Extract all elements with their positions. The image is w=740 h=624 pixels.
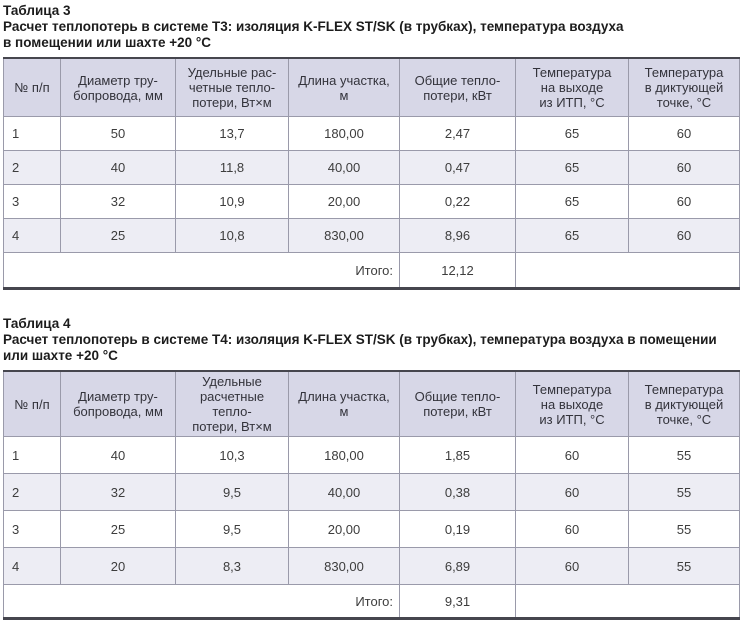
cell-specific-loss: 8,3 bbox=[175, 547, 289, 585]
cell-num: 1 bbox=[3, 436, 61, 474]
table4-description: Расчет теплопотерь в системе Т4: изоляци… bbox=[3, 332, 717, 363]
cell-total-loss: 6,89 bbox=[399, 547, 516, 585]
col-header-section-length: Длина участка, м bbox=[288, 57, 400, 117]
total-value-cell: 12,12 bbox=[399, 252, 516, 289]
cell-temp-dict: 60 bbox=[628, 218, 740, 253]
table4-heat-loss: № п/п Диаметр тру- бопровода, мм Удельны… bbox=[3, 370, 740, 620]
cell-specific-loss: 13,7 bbox=[175, 116, 289, 151]
total-label-cell: Итого: bbox=[3, 252, 400, 289]
cell-diameter: 20 bbox=[60, 547, 176, 585]
total-empty-cell bbox=[515, 584, 740, 619]
cell-diameter: 25 bbox=[60, 218, 176, 253]
col-header-total-heat-loss: Общие тепло- потери, кВт bbox=[399, 57, 516, 117]
table3-section: Таблица 3 Расчет теплопотерь в системе Т… bbox=[3, 3, 740, 290]
cell-temp-out: 65 bbox=[515, 218, 629, 253]
cell-total-loss: 0,22 bbox=[399, 184, 516, 219]
cell-temp-dict: 55 bbox=[628, 547, 740, 585]
cell-total-loss: 0,47 bbox=[399, 150, 516, 185]
col-header-pipe-diameter: Диаметр тру- бопровода, мм bbox=[60, 57, 176, 117]
table4-header-row: № п/п Диаметр тру- бопровода, мм Удельны… bbox=[3, 370, 740, 437]
cell-length: 20,00 bbox=[288, 510, 400, 548]
cell-temp-out: 60 bbox=[515, 547, 629, 585]
cell-temp-out: 60 bbox=[515, 473, 629, 511]
col-header-temp-dictating-point: Температура в диктующей точке, °С bbox=[628, 57, 740, 117]
cell-num: 4 bbox=[3, 218, 61, 253]
cell-length: 20,00 bbox=[288, 184, 400, 219]
table3-header-row: № п/п Диаметр тру- бопровода, мм Удельны… bbox=[3, 57, 740, 117]
cell-temp-out: 65 bbox=[515, 116, 629, 151]
cell-length: 40,00 bbox=[288, 150, 400, 185]
cell-diameter: 50 bbox=[60, 116, 176, 151]
cell-specific-loss: 10,3 bbox=[175, 436, 289, 474]
col-header-temp-itp-outlet: Температура на выходе из ИТП, °С bbox=[515, 57, 629, 117]
table-row: 3 25 9,5 20,00 0,19 60 55 bbox=[3, 510, 740, 548]
cell-total-loss: 8,96 bbox=[399, 218, 516, 253]
col-header-num: № п/п bbox=[3, 57, 61, 117]
table3-heat-loss: № п/п Диаметр тру- бопровода, мм Удельны… bbox=[3, 57, 740, 290]
table4-section: Таблица 4 Расчет теплопотерь в системе Т… bbox=[3, 316, 740, 620]
table-row: 1 40 10,3 180,00 1,85 60 55 bbox=[3, 436, 740, 474]
col-header-total-heat-loss: Общие тепло- потери, кВт bbox=[399, 370, 516, 437]
table-row: 1 50 13,7 180,00 2,47 65 60 bbox=[3, 116, 740, 151]
cell-num: 1 bbox=[3, 116, 61, 151]
section-spacer bbox=[3, 290, 740, 316]
cell-length: 40,00 bbox=[288, 473, 400, 511]
cell-num: 3 bbox=[3, 510, 61, 548]
total-label-cell: Итого: bbox=[3, 584, 400, 619]
cell-temp-dict: 60 bbox=[628, 184, 740, 219]
cell-diameter: 25 bbox=[60, 510, 176, 548]
total-row: Итого: 9,31 bbox=[3, 584, 740, 619]
cell-temp-out: 60 bbox=[515, 436, 629, 474]
cell-diameter: 40 bbox=[60, 436, 176, 474]
table-row: 3 32 10,9 20,00 0,22 65 60 bbox=[3, 184, 740, 219]
cell-temp-dict: 55 bbox=[628, 473, 740, 511]
col-header-num: № п/п bbox=[3, 370, 61, 437]
cell-temp-out: 65 bbox=[515, 184, 629, 219]
table-row: 2 40 11,8 40,00 0,47 65 60 bbox=[3, 150, 740, 185]
cell-total-loss: 0,19 bbox=[399, 510, 516, 548]
cell-diameter: 40 bbox=[60, 150, 176, 185]
table4-caption: Таблица 4 bbox=[3, 316, 71, 331]
cell-temp-out: 65 bbox=[515, 150, 629, 185]
cell-temp-dict: 55 bbox=[628, 436, 740, 474]
cell-total-loss: 1,85 bbox=[399, 436, 516, 474]
col-header-pipe-diameter: Диаметр тру- бопровода, мм bbox=[60, 370, 176, 437]
cell-num: 2 bbox=[3, 150, 61, 185]
cell-specific-loss: 10,9 bbox=[175, 184, 289, 219]
cell-length: 830,00 bbox=[288, 218, 400, 253]
table-row: 4 25 10,8 830,00 8,96 65 60 bbox=[3, 218, 740, 253]
cell-temp-dict: 55 bbox=[628, 510, 740, 548]
cell-temp-dict: 60 bbox=[628, 116, 740, 151]
cell-specific-loss: 9,5 bbox=[175, 473, 289, 511]
col-header-specific-heat-loss: Удельные расчетные тепло- потери, Вт×м bbox=[175, 370, 289, 437]
table3-caption: Таблица 3 bbox=[3, 3, 71, 18]
cell-specific-loss: 11,8 bbox=[175, 150, 289, 185]
table-row: 2 32 9,5 40,00 0,38 60 55 bbox=[3, 473, 740, 511]
cell-total-loss: 2,47 bbox=[399, 116, 516, 151]
col-header-specific-heat-loss: Удельные рас- четные тепло- потери, Вт×м bbox=[175, 57, 289, 117]
cell-specific-loss: 9,5 bbox=[175, 510, 289, 548]
cell-num: 3 bbox=[3, 184, 61, 219]
cell-length: 830,00 bbox=[288, 547, 400, 585]
total-value-cell: 9,31 bbox=[399, 584, 516, 619]
cell-diameter: 32 bbox=[60, 184, 176, 219]
cell-specific-loss: 10,8 bbox=[175, 218, 289, 253]
cell-num: 4 bbox=[3, 547, 61, 585]
cell-temp-out: 60 bbox=[515, 510, 629, 548]
total-empty-cell bbox=[515, 252, 740, 289]
cell-length: 180,00 bbox=[288, 116, 400, 151]
cell-total-loss: 0,38 bbox=[399, 473, 516, 511]
cell-length: 180,00 bbox=[288, 436, 400, 474]
cell-temp-dict: 60 bbox=[628, 150, 740, 185]
cell-diameter: 32 bbox=[60, 473, 176, 511]
col-header-section-length: Длина участка, м bbox=[288, 370, 400, 437]
cell-num: 2 bbox=[3, 473, 61, 511]
col-header-temp-dictating-point: Температура в диктующей точке, °С bbox=[628, 370, 740, 437]
table-row: 4 20 8,3 830,00 6,89 60 55 bbox=[3, 547, 740, 585]
total-row: Итого: 12,12 bbox=[3, 252, 740, 289]
col-header-temp-itp-outlet: Температура на выходе из ИТП, °С bbox=[515, 370, 629, 437]
table3-description: Расчет теплопотерь в системе Т3: изоляци… bbox=[3, 19, 624, 50]
